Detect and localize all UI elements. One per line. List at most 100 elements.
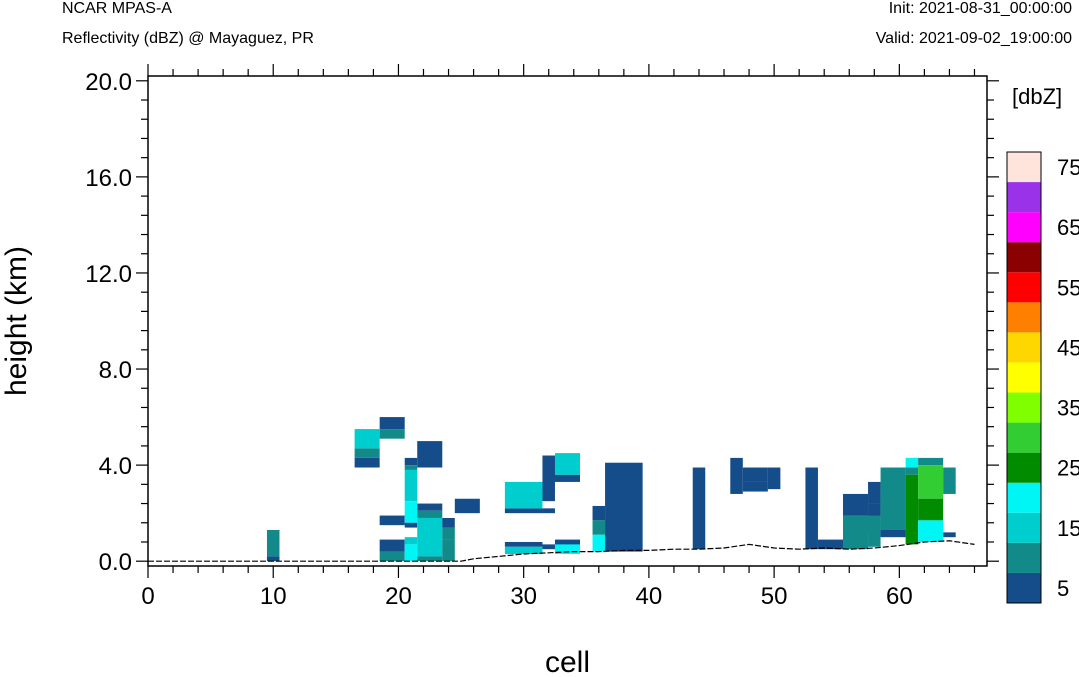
colorbar-title: [dbZ]: [1012, 84, 1062, 109]
colorbar-swatch: [1007, 302, 1041, 333]
colorbar-label: 65: [1057, 215, 1079, 240]
y-tick-label: 12.0: [85, 261, 132, 288]
reflectivity-cell: [592, 520, 606, 535]
x-tick-label: 60: [886, 583, 913, 610]
colorbar-label: 25: [1057, 456, 1079, 481]
reflectivity-cell: [379, 539, 405, 552]
reflectivity-cell: [730, 457, 743, 494]
reflectivity-cell: [842, 493, 869, 516]
colorbar-swatch: [1007, 392, 1041, 423]
reflectivity-cell: [592, 505, 606, 521]
colorbar-swatch: [1007, 572, 1041, 603]
colorbar-swatch: [1007, 512, 1041, 543]
reflectivity-cell: [554, 474, 581, 482]
y-tick-label: 8.0: [99, 357, 132, 384]
y-tick-label: 20.0: [85, 69, 132, 96]
reflectivity-cell: [404, 469, 418, 502]
reflectivity-cell: [417, 517, 443, 557]
colorbar-label: 55: [1057, 275, 1079, 300]
y-tick-label: 16.0: [85, 165, 132, 192]
reflectivity-cell: [868, 515, 881, 547]
reflectivity-cell: [918, 520, 944, 542]
reflectivity-cell: [817, 539, 843, 550]
reflectivity-cell: [442, 527, 455, 540]
reflectivity-cell: [379, 515, 405, 526]
x-tick-label: 0: [141, 583, 154, 610]
colorbar-label: 5: [1057, 576, 1069, 601]
colorbar-swatch: [1007, 272, 1041, 303]
reflectivity-cell: [404, 522, 418, 528]
y-tick-label: 4.0: [99, 453, 132, 480]
reflectivity-cell: [379, 551, 405, 562]
y-tick-label: 0.0: [99, 549, 132, 576]
reflectivity-cell: [404, 501, 418, 523]
colorbar: 5 15 25 35 45 55 65 75: [1006, 151, 1079, 604]
reflectivity-cell: [868, 481, 881, 504]
reflectivity-cell: [504, 508, 543, 514]
colorbar-swatch: [1007, 542, 1041, 573]
x-tick-label: 30: [510, 583, 537, 610]
reflectivity-cell: [880, 467, 906, 530]
x-tick-label: 20: [385, 583, 412, 610]
reflectivity-cell: [742, 481, 768, 492]
colorbar-frame: [1006, 151, 1042, 604]
reflectivity-cell: [354, 457, 380, 468]
reflectivity-cell: [417, 441, 443, 468]
reflectivity-cell: [417, 556, 443, 562]
reflectivity-cell: [454, 498, 480, 514]
colorbar-swatch: [1007, 152, 1041, 183]
colorbar-swatch: [1007, 452, 1041, 483]
reflectivity-cell: [404, 457, 418, 466]
reflectivity-cell: [880, 529, 906, 538]
colorbar-swatch: [1007, 422, 1041, 453]
init-time: Init: 2021-08-31_00:00:00: [888, 0, 1072, 17]
reflectivity-cell: [442, 517, 455, 528]
reflectivity-cells: [266, 417, 956, 562]
reflectivity-cell: [742, 467, 768, 482]
axis-ticks: 0 10 20 30 40 50 60 0.0 4.0 8.0 12.0 16.0 20.0: [85, 64, 999, 610]
reflectivity-cell: [805, 467, 818, 550]
x-tick-label: 10: [260, 583, 287, 610]
reflectivity-cell: [504, 546, 543, 554]
reflectivity-cell: [442, 539, 455, 562]
x-tick-label: 50: [761, 583, 788, 610]
reflectivity-cell: [417, 510, 443, 518]
y-axis-title: height (km): [0, 246, 33, 396]
colorbar-label: 75: [1057, 155, 1079, 180]
colorbar-swatch: [1007, 362, 1041, 393]
reflectivity-cell: [379, 429, 405, 439]
chart-subtitle: Reflectivity (dBZ) @ Mayaguez, PR: [62, 30, 314, 47]
reflectivity-cell: [542, 544, 555, 550]
reflectivity-cell: [266, 556, 280, 562]
colorbar-label: 15: [1057, 516, 1079, 541]
reflectivity-cell: [554, 453, 581, 475]
reflectivity-cell: [354, 448, 380, 458]
reflectivity-cell: [542, 455, 555, 502]
reflectivity-cell: [504, 481, 543, 509]
reflectivity-cell: [605, 462, 643, 552]
reflectivity-cell: [842, 515, 869, 550]
reflectivity-cell: [404, 544, 418, 562]
reflectivity-cell: [404, 537, 418, 545]
reflectivity-cell: [354, 429, 380, 449]
reflectivity-cell: [504, 541, 543, 547]
reflectivity-cell: [417, 503, 443, 511]
valid-time: Valid: 2021-09-02_19:00:00: [875, 30, 1072, 47]
reflectivity-cell: [692, 467, 706, 550]
colorbar-swatch: [1007, 482, 1041, 513]
reflectivity-cell: [404, 465, 418, 470]
colorbar-label: 35: [1057, 396, 1079, 421]
reflectivity-cell: [905, 467, 919, 475]
colorbar-swatch: [1007, 212, 1041, 243]
reflectivity-cell: [592, 534, 606, 552]
colorbar-swatch: [1007, 242, 1041, 273]
reflectivity-cell: [905, 457, 919, 468]
plot-frame: [147, 75, 988, 567]
reflectivity-cell: [943, 467, 956, 494]
reflectivity-cell: [905, 474, 919, 545]
colorbar-swatch: [1007, 182, 1041, 213]
reflectivity-cell: [379, 417, 405, 430]
reflectivity-cell: [918, 457, 944, 466]
reflectivity-cell: [542, 508, 555, 514]
